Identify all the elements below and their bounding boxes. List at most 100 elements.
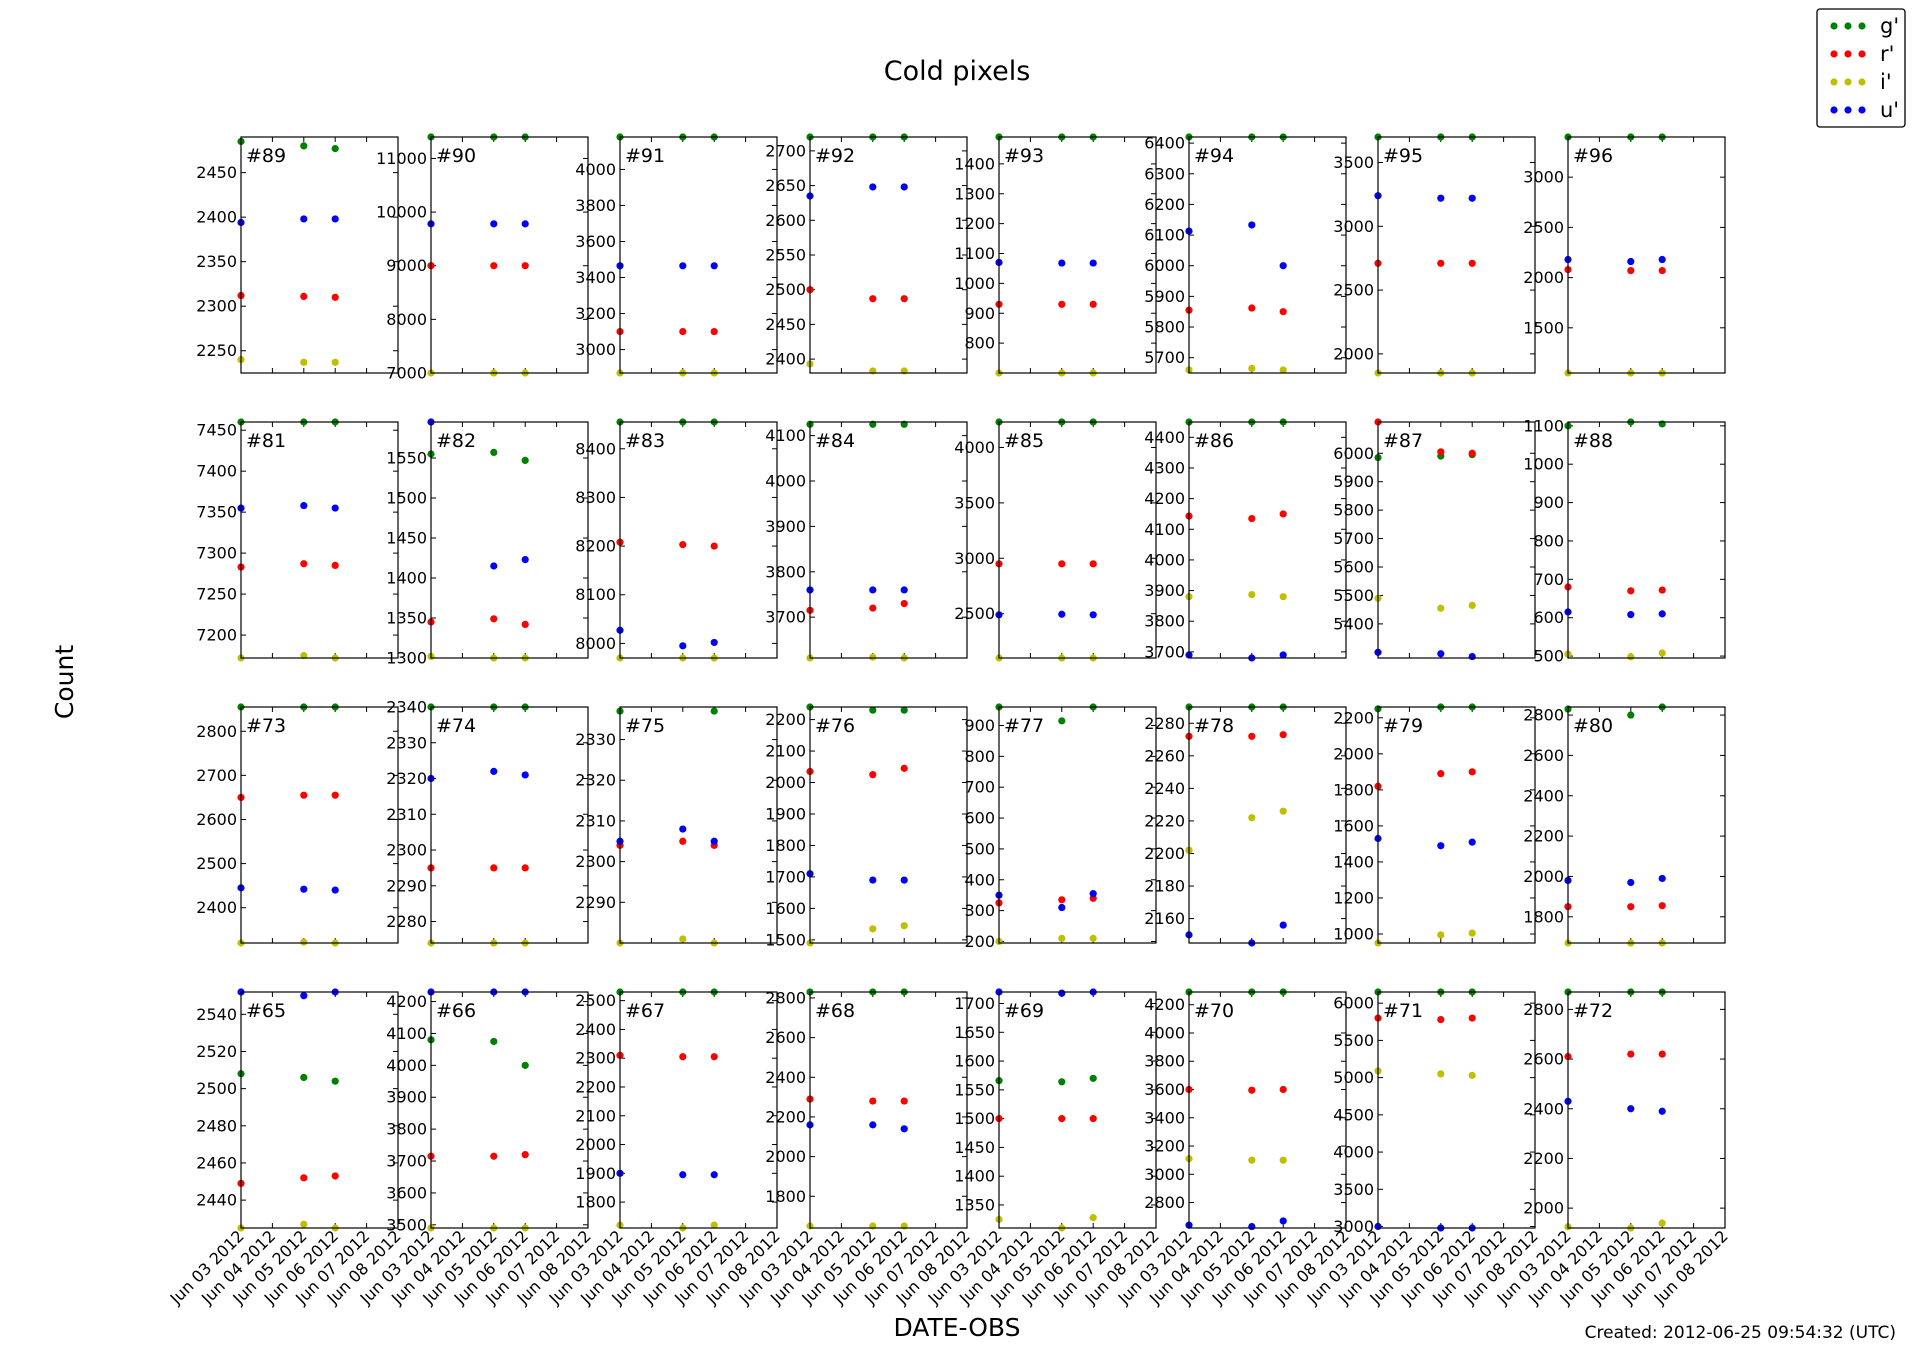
y-tick-label: 2200 [1333, 708, 1374, 727]
legend-marker [1830, 78, 1838, 86]
y-tick-label: 2180 [1144, 877, 1185, 896]
panel-frame [430, 421, 589, 659]
data-point-g-band [900, 706, 908, 714]
y-tick-label: 2520 [196, 1042, 237, 1061]
y-tick-label: 1000 [1523, 455, 1564, 474]
data-point-i-band [1089, 934, 1097, 942]
y-tick-label: 1300 [954, 184, 995, 203]
y-tick-label: 2200 [1523, 827, 1564, 846]
data-point-u-band [1658, 610, 1666, 618]
y-tick-label: 2500 [196, 854, 237, 873]
y-tick-label: 2550 [765, 246, 806, 265]
panel-frame [1377, 706, 1536, 944]
data-point-r-band [300, 791, 308, 799]
y-tick-label: 3800 [1144, 612, 1185, 631]
data-point-i-band [1279, 807, 1287, 815]
y-tick-label: 1600 [765, 899, 806, 918]
data-point-g-band [490, 448, 498, 456]
data-point-i-band [1279, 593, 1287, 601]
data-point-r-band [679, 837, 687, 845]
y-tick-label: 2450 [196, 163, 237, 182]
panel-76: 1500 1600 1700 1800 1900 2000 2100 2200 #76 [765, 703, 968, 949]
data-point-r-band [1437, 448, 1445, 456]
y-tick-label: 8400 [575, 439, 616, 458]
y-tick-label: 8000 [386, 310, 427, 329]
y-tick-label: 4200 [386, 992, 427, 1011]
panel-74: 2280 2290 2300 2310 2320 2330 2340 #74 [386, 698, 589, 947]
data-point-u-band [1089, 890, 1097, 898]
y-tick-label: 4000 [386, 1056, 427, 1075]
y-tick-label: 2650 [765, 176, 806, 195]
data-point-r-band [1279, 1085, 1287, 1094]
y-tick-label: 3200 [575, 304, 616, 323]
data-point-g-band [1089, 1074, 1097, 1082]
data-point-r-band [490, 1152, 498, 1160]
y-tick-label: 4000 [575, 160, 616, 179]
data-point-r-band [521, 1151, 529, 1159]
y-tick-label: 700 [1533, 570, 1564, 589]
data-point-u-band [1658, 874, 1666, 883]
panel-frame [430, 136, 589, 374]
legend-item: u' [1830, 98, 1899, 122]
panel-points [1564, 133, 1666, 377]
y-tick-label: 300 [964, 901, 995, 920]
panel-points [237, 703, 339, 947]
panel-91: 3000 3200 3400 3600 3800 4000 #91 [575, 133, 778, 377]
y-tick-label: 5900 [1144, 287, 1185, 306]
data-point-r-band [869, 604, 877, 612]
y-tick-label: 1550 [954, 1080, 995, 1099]
panel-points [806, 420, 908, 662]
panel-90: 7000 8000 9000 10000 11000 #90 [376, 133, 589, 383]
legend-label: i' [1880, 70, 1892, 94]
y-tick-label: 5000 [1333, 1068, 1374, 1087]
data-point-u-band [710, 262, 718, 270]
y-tick-label: 2300 [386, 841, 427, 860]
data-point-g-band [1058, 717, 1066, 725]
y-tick-label: 2800 [1144, 1193, 1185, 1212]
data-point-g-band [869, 706, 877, 714]
y-tick-label: 2800 [1523, 1000, 1564, 1019]
y-tick-label: 2500 [575, 991, 616, 1010]
y-tick-label: 1350 [954, 1195, 995, 1214]
y-tick-label: 2450 [765, 315, 806, 334]
panel-label: #67 [625, 1000, 665, 1022]
y-tick-label: 2290 [575, 893, 616, 912]
y-tick-label: 1300 [386, 649, 427, 668]
legend-marker [1858, 22, 1866, 30]
data-point-u-band [869, 586, 877, 594]
panel-frame [619, 706, 778, 944]
data-point-u-band [1058, 903, 1066, 912]
data-point-i-band [1279, 366, 1287, 374]
data-point-i-band [1437, 1070, 1445, 1078]
data-point-i-band [300, 1220, 308, 1228]
data-point-r-band [1468, 768, 1476, 776]
data-point-u-band [900, 876, 908, 884]
y-tick-label: 6100 [1144, 226, 1185, 245]
panel-frame [1377, 991, 1536, 1229]
data-point-r-band [869, 295, 877, 303]
y-tick-label: 1500 [765, 930, 806, 949]
data-point-u-band [331, 215, 339, 223]
y-tick-label: 2280 [386, 912, 427, 931]
panel-points [1564, 418, 1666, 661]
y-tick-label: 3000 [575, 340, 616, 359]
panel-frame [809, 706, 968, 944]
data-point-u-band [710, 638, 718, 647]
y-tick-label: 1600 [1333, 816, 1374, 835]
data-point-u-band [300, 501, 308, 510]
data-point-u-band [521, 556, 529, 564]
y-tick-label: 1400 [954, 1167, 995, 1186]
y-tick-label: 6000 [1333, 444, 1374, 463]
data-point-g-band [331, 1077, 339, 1085]
data-point-u-band [1627, 611, 1635, 619]
panel-85: 2500 3000 3500 4000 #85 [954, 418, 1157, 662]
legend-marker [1858, 50, 1866, 58]
panel-frame [1188, 421, 1347, 659]
data-point-i-band [1627, 653, 1635, 661]
data-point-u-band [1658, 1107, 1666, 1115]
data-point-i-band [679, 935, 687, 943]
y-tick-label: 2330 [386, 733, 427, 752]
